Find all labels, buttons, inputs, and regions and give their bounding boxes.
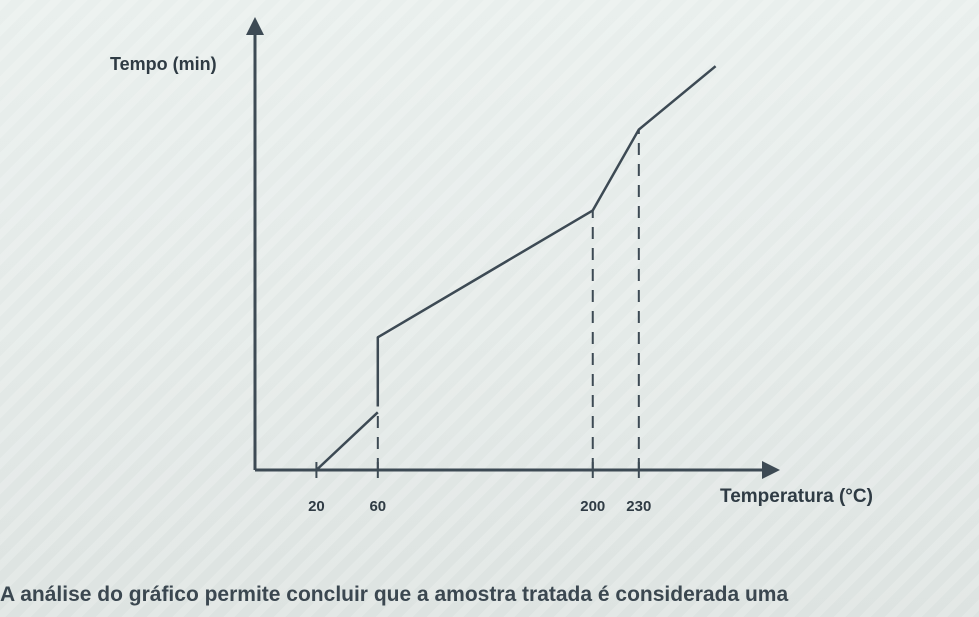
question-caption: A análise do gráfico permite concluir qu… xyxy=(0,583,789,606)
x-tick-label: 230 xyxy=(626,498,651,515)
x-axis-label: Temperatura (°C) xyxy=(720,486,873,507)
y-axis-label: Tempo (min) xyxy=(110,54,217,74)
series-segment-1 xyxy=(315,411,379,471)
x-tick-label: 20 xyxy=(308,498,325,515)
x-tick-label: 60 xyxy=(369,498,386,515)
series-segment-2 xyxy=(376,65,717,407)
chart: 20 60 200 230 xyxy=(246,17,780,515)
x-tick-label: 200 xyxy=(580,498,605,515)
